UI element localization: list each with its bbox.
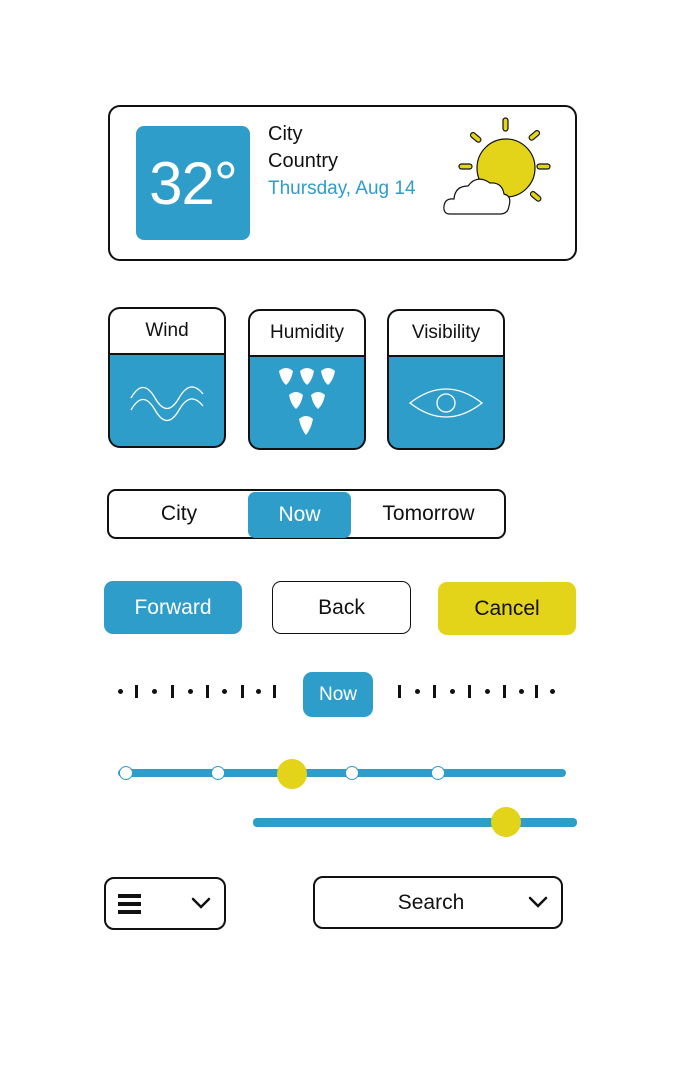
- timeline-now-marker[interactable]: Now: [303, 672, 373, 717]
- visibility-tile[interactable]: Visibility: [387, 309, 505, 450]
- wind-tile[interactable]: Wind: [108, 307, 226, 448]
- range-slider[interactable]: [253, 806, 579, 840]
- temperature-display: 32°: [136, 126, 250, 240]
- range-slider-track: [253, 818, 577, 827]
- timeline-ticks-right[interactable]: [394, 684, 564, 704]
- current-date: Thursday, Aug 14: [268, 178, 416, 199]
- step-slider[interactable]: [116, 759, 568, 790]
- range-slider-thumb[interactable]: [491, 807, 521, 837]
- wind-icon: [110, 355, 224, 446]
- timeline-ticks-left[interactable]: [114, 684, 284, 704]
- forward-button[interactable]: Forward: [104, 581, 242, 634]
- temperature-value: 32°: [149, 149, 238, 217]
- back-button[interactable]: Back: [272, 581, 411, 634]
- humidity-label: Humidity: [250, 311, 364, 357]
- step-slider-stop[interactable]: [211, 766, 225, 780]
- segmented-control: City Now Tomorrow: [107, 489, 506, 539]
- location-city: City: [268, 123, 303, 145]
- search-dropdown[interactable]: Search: [313, 876, 563, 929]
- humidity-tile[interactable]: Humidity: [248, 309, 366, 450]
- cancel-button[interactable]: Cancel: [438, 582, 576, 635]
- chevron-down-icon: [190, 895, 212, 911]
- menu-dropdown[interactable]: [104, 877, 226, 930]
- segment-now[interactable]: Now: [248, 492, 351, 538]
- location-country: Country: [268, 150, 339, 172]
- visibility-label: Visibility: [389, 311, 503, 357]
- step-slider-thumb[interactable]: [277, 759, 307, 789]
- wind-label: Wind: [110, 309, 224, 355]
- water-drops-icon: [250, 357, 364, 448]
- step-slider-stop[interactable]: [119, 766, 133, 780]
- hamburger-icon: [118, 893, 142, 915]
- step-slider-stop[interactable]: [345, 766, 359, 780]
- step-slider-stop[interactable]: [431, 766, 445, 780]
- search-label: Search: [397, 890, 465, 914]
- step-slider-track: [118, 769, 566, 777]
- partly-sunny-icon: [440, 114, 558, 218]
- segment-tomorrow[interactable]: Tomorrow: [382, 502, 475, 525]
- chevron-down-icon: [527, 894, 549, 910]
- eye-icon: [389, 357, 503, 448]
- segment-city[interactable]: City: [160, 502, 198, 525]
